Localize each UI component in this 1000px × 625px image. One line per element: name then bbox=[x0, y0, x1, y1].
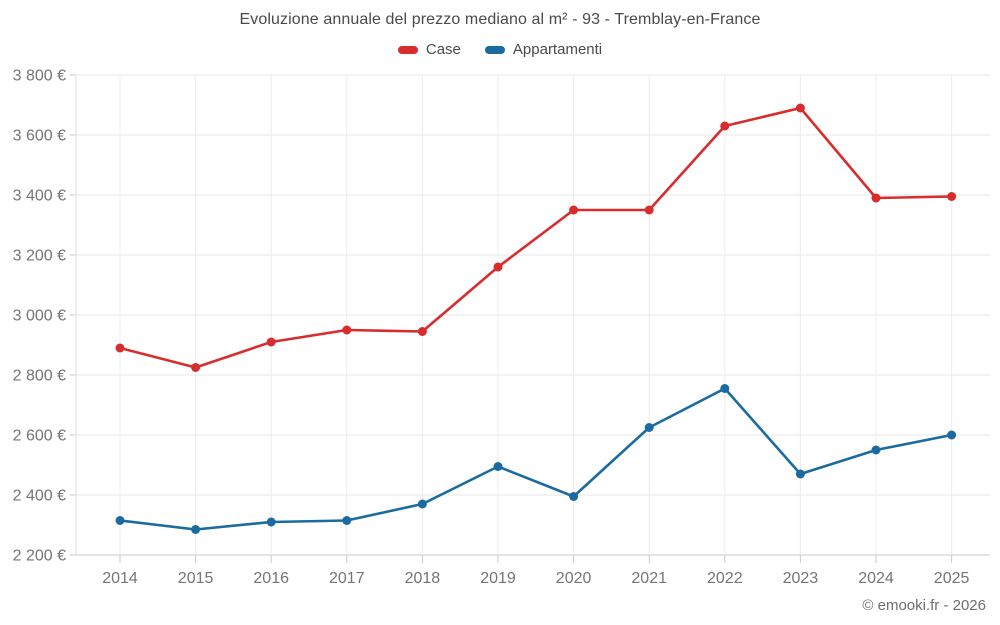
appartamenti-line bbox=[118, 387, 953, 531]
x-axis-label: 2016 bbox=[253, 570, 289, 587]
case-point-2020[interactable] bbox=[569, 205, 579, 215]
case-point-2019[interactable] bbox=[493, 262, 503, 272]
case-point-2014[interactable] bbox=[115, 343, 125, 353]
appartamenti-point-2023[interactable] bbox=[795, 469, 805, 479]
appartamenti-point-2015[interactable] bbox=[191, 525, 201, 534]
case-point-2023[interactable] bbox=[795, 103, 805, 113]
appartamenti-point-2017[interactable] bbox=[342, 516, 352, 525]
x-axis-label: 2015 bbox=[178, 570, 214, 587]
x-axis-label: 2022 bbox=[707, 570, 743, 587]
case-point-2025[interactable] bbox=[947, 192, 957, 201]
y-axis-label: 3 200 € bbox=[13, 248, 66, 265]
legend-item-appartamenti[interactable]: Appartamenti bbox=[484, 41, 603, 58]
appartamenti-point-2020[interactable] bbox=[569, 492, 579, 501]
appartamenti-point-2014[interactable] bbox=[115, 516, 125, 525]
case-point-2021[interactable] bbox=[644, 205, 654, 215]
appartamenti-series-swatch-icon bbox=[484, 45, 505, 54]
appartamenti-point-2019[interactable] bbox=[493, 462, 503, 471]
appartamenti-point-2021[interactable] bbox=[644, 423, 654, 432]
case-point-2018[interactable] bbox=[417, 327, 427, 336]
y-axis-label: 2 400 € bbox=[13, 488, 66, 505]
y-axis-label: 2 800 € bbox=[13, 368, 66, 385]
case-point-2024[interactable] bbox=[871, 193, 881, 203]
appartamenti-point-2025[interactable] bbox=[947, 430, 957, 440]
case-point-2017[interactable] bbox=[342, 325, 352, 335]
y-axis-label: 3 000 € bbox=[13, 308, 66, 325]
case-point-2016[interactable] bbox=[266, 337, 276, 347]
y-axis-label: 2 200 € bbox=[13, 548, 66, 565]
x-axis-label: 2020 bbox=[556, 570, 592, 587]
x-axis-label: 2021 bbox=[631, 570, 667, 587]
x-axis-label: 2025 bbox=[934, 570, 970, 587]
x-axis-label: 2017 bbox=[329, 570, 365, 587]
x-axis-label: 2023 bbox=[783, 570, 819, 587]
case-point-2015[interactable] bbox=[191, 363, 201, 372]
case-point-2022[interactable] bbox=[720, 121, 730, 131]
case-series-swatch-icon bbox=[397, 45, 418, 54]
x-axis-label: 2014 bbox=[102, 570, 138, 587]
appartamenti-point-2018[interactable] bbox=[417, 499, 427, 509]
appartamenti-point-2024[interactable] bbox=[871, 445, 881, 455]
case-line bbox=[118, 106, 953, 369]
legend: Case Appartamenti bbox=[0, 41, 1000, 58]
y-axis-label: 3 400 € bbox=[13, 188, 66, 205]
x-axis-label: 2019 bbox=[480, 570, 516, 587]
x-axis-label: 2018 bbox=[405, 570, 441, 587]
watermark: © emooki.fr - 2026 bbox=[862, 597, 986, 614]
legend-label-case: Case bbox=[425, 41, 461, 58]
legend-label-appartamenti: Appartamenti bbox=[512, 41, 603, 58]
appartamenti-point-2022[interactable] bbox=[720, 384, 730, 393]
y-axis-label: 2 600 € bbox=[13, 428, 66, 445]
legend-item-case[interactable]: Case bbox=[397, 41, 461, 58]
x-axis-label: 2024 bbox=[858, 570, 894, 587]
y-axis-label: 3 800 € bbox=[13, 68, 66, 85]
y-axis-label: 3 600 € bbox=[13, 128, 66, 145]
appartamenti-point-2016[interactable] bbox=[266, 517, 276, 527]
chart-title: Evoluzione annuale del prezzo mediano al… bbox=[239, 11, 761, 28]
